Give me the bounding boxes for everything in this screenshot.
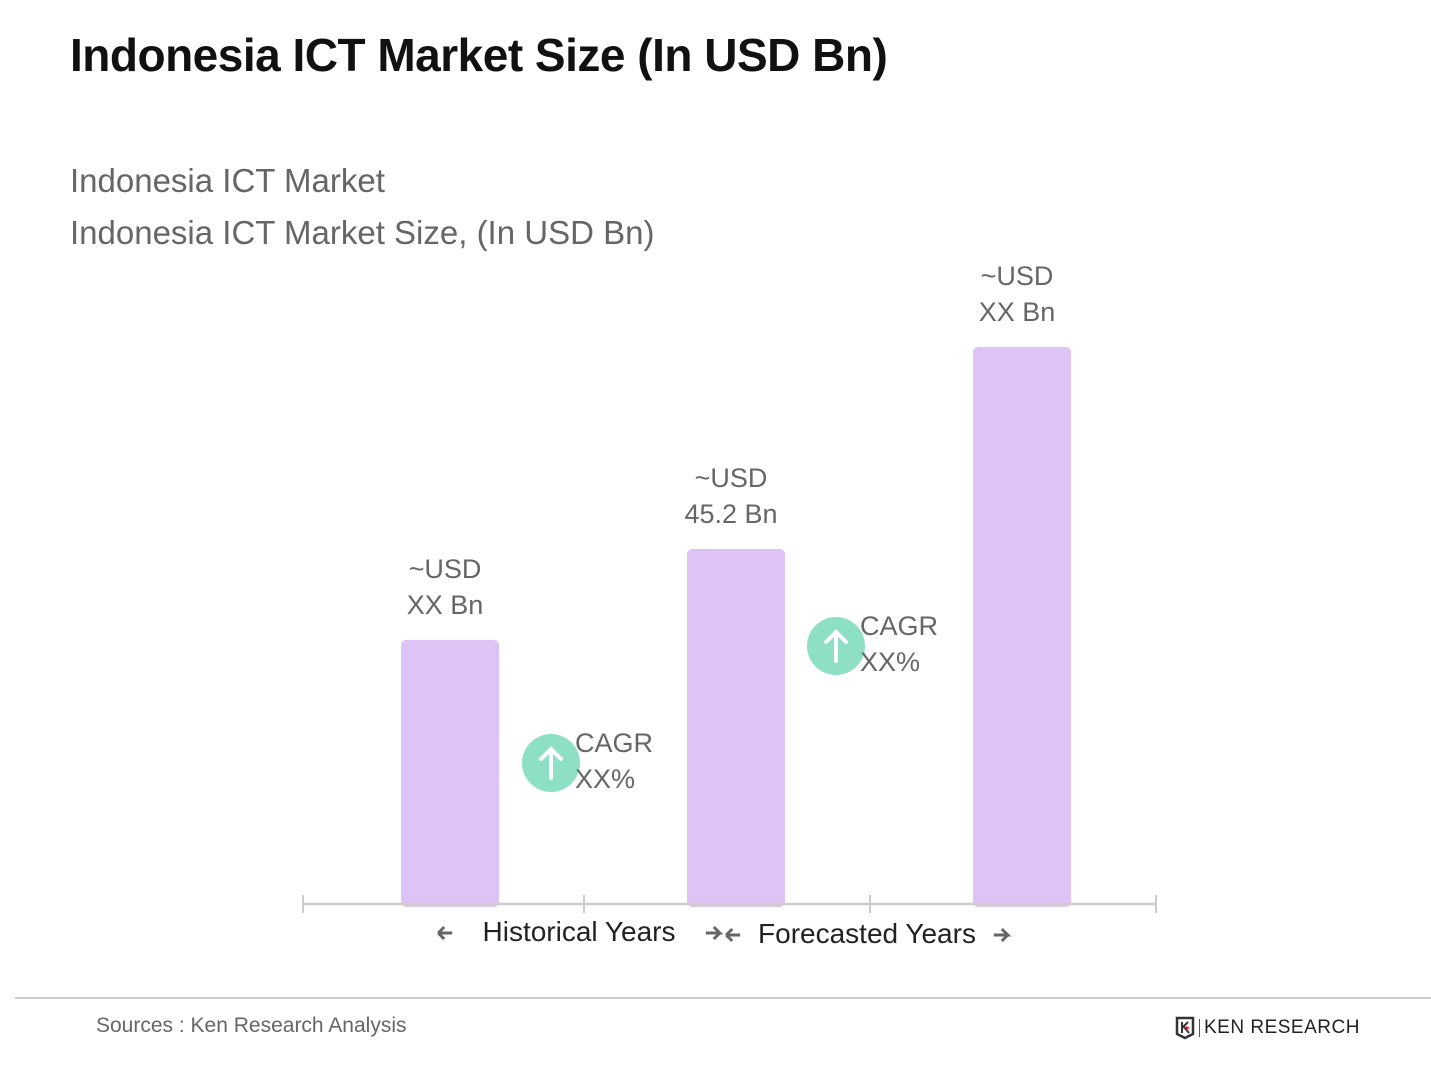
arrow-right-icon	[993, 927, 1012, 943]
cagr-label: CAGR	[860, 611, 938, 641]
data-label: 45.2 Bn	[684, 499, 777, 529]
data-label: ~USD	[981, 261, 1054, 291]
data-label: ~USD	[409, 554, 482, 584]
cagr-label: CAGR	[575, 728, 653, 758]
cagr-value: XX%	[860, 647, 920, 677]
arrow-up-icon	[539, 746, 563, 780]
logo-text: KEN RESEARCH	[1204, 1017, 1360, 1038]
arrow-left-icon	[725, 927, 741, 943]
ken-logo-icon	[1175, 1016, 1195, 1040]
chart-title: Indonesia ICT Market Size (In USD Bn)	[70, 29, 888, 81]
arrow-up-icon	[824, 629, 848, 663]
arrow-left-icon	[437, 925, 453, 941]
ken-research-logo: KEN RESEARCH	[1175, 1016, 1360, 1040]
chart-subtitle: Indonesia ICT Market	[70, 162, 385, 199]
cagr-value: XX%	[575, 764, 635, 794]
bar	[401, 639, 499, 907]
period-label: Historical Years	[483, 916, 676, 947]
data-label: XX Bn	[979, 297, 1056, 327]
source-note: Sources : Ken Research Analysis	[96, 1014, 407, 1037]
chart-subtitle-2: Indonesia ICT Market Size, (In USD Bn)	[70, 214, 655, 251]
data-label: XX Bn	[407, 590, 484, 620]
footer-divider	[15, 997, 1431, 999]
bar	[973, 346, 1071, 907]
period-label: Forecasted Years	[758, 918, 976, 949]
arrow-right-icon	[705, 925, 724, 941]
bar	[687, 549, 785, 907]
data-label: ~USD	[695, 463, 768, 493]
bar-chart: ~USD XX Bn ~USD 45.2 Bn ~USD XX Bn CAGR XX% CAGR…	[302, 261, 1157, 949]
